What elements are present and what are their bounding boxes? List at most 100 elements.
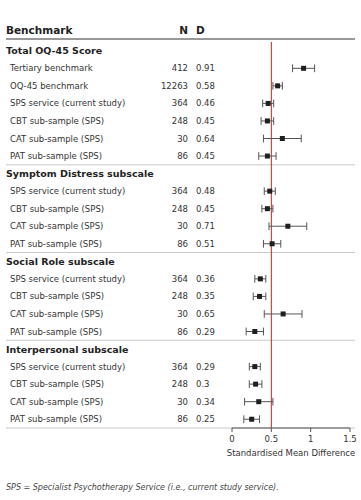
error-bar (259, 152, 276, 160)
x-axis-label: Standardised Mean Difference (227, 448, 355, 458)
section-label: Interpersonal subscale (6, 344, 128, 355)
row-label: CAT sub-sample (SPS) (10, 221, 103, 231)
d-value: 0.48 (196, 186, 215, 196)
row-label: SPS service (current study) (10, 98, 125, 108)
d-value: 0.29 (196, 362, 215, 372)
row-label: PAT sub-sample (SPS) (10, 239, 102, 249)
error-bar (249, 380, 262, 388)
ci-cap (263, 328, 264, 336)
x-tick-label: 0 (229, 434, 234, 444)
row-label: CBT sub-sample (SPS) (10, 116, 104, 126)
row-label: PAT sub-sample (SPS) (10, 151, 102, 161)
header-rule (6, 39, 355, 40)
ci-cap (263, 135, 264, 143)
ci-cap (264, 187, 265, 195)
d-value: 0.65 (196, 309, 215, 319)
error-bar (255, 275, 266, 283)
ci-cap (264, 310, 265, 318)
ci-cap (244, 398, 245, 406)
d-value: 0.45 (196, 151, 215, 161)
ci-cap (302, 310, 303, 318)
point-estimate (265, 206, 270, 211)
ci-cap (292, 64, 293, 72)
n-value: 248 (172, 116, 188, 126)
ci-cap (260, 363, 261, 371)
ci-cap (265, 275, 266, 283)
ci-cap (253, 293, 254, 301)
n-value: 364 (172, 186, 188, 196)
x-tick (310, 428, 311, 432)
error-bar (264, 187, 275, 195)
n-value: 364 (172, 362, 188, 372)
ci-cap (272, 82, 273, 90)
d-value: 0.45 (196, 116, 215, 126)
point-estimate (275, 83, 280, 88)
row-label: PAT sub-sample (SPS) (10, 327, 102, 337)
row-label: CBT sub-sample (SPS) (10, 204, 104, 214)
ci-cap (272, 398, 273, 406)
n-value: 412 (172, 63, 188, 73)
column-header: Benchmark (6, 24, 74, 36)
ci-cap (249, 363, 250, 371)
point-estimate (265, 118, 270, 123)
ci-cap (261, 205, 262, 213)
d-value: 0.71 (196, 221, 215, 231)
d-value: 0.91 (196, 63, 215, 73)
row-label: SPS service (current study) (10, 186, 125, 196)
point-estimate (267, 189, 272, 194)
d-value: 0.36 (196, 274, 215, 284)
ci-cap (282, 82, 283, 90)
ci-cap (276, 152, 277, 160)
error-bar (262, 205, 273, 213)
row-label: SPS service (current study) (10, 362, 125, 372)
footnote: SPS = Specialist Psychotherapy Service (… (6, 483, 279, 492)
error-bar (263, 240, 280, 248)
point-estimate (301, 66, 306, 71)
ci-cap (280, 240, 281, 248)
row-label: PAT sub-sample (SPS) (10, 414, 102, 424)
row-label: CBT sub-sample (SPS) (10, 291, 104, 301)
ci-cap (268, 222, 269, 230)
error-bar (273, 82, 282, 90)
section-rule (6, 340, 355, 341)
point-estimate (249, 417, 254, 422)
x-axis-line (232, 428, 350, 429)
ci-cap (246, 328, 247, 336)
point-estimate (266, 101, 271, 106)
forest-plot: BenchmarkNDTotal OQ-45 ScoreTertiary ben… (0, 0, 361, 500)
d-value: 0.3 (196, 379, 210, 389)
column-header: D (196, 24, 205, 36)
x-tick (350, 428, 351, 432)
ci-cap (259, 415, 260, 423)
section-rule (6, 164, 355, 165)
d-value: 0.25 (196, 414, 215, 424)
ci-cap (314, 64, 315, 72)
x-tick (232, 428, 233, 432)
error-bar (253, 293, 266, 301)
row-label: CAT sub-sample (SPS) (10, 134, 103, 144)
section-label: Symptom Distress subscale (6, 168, 154, 179)
row-label: CAT sub-sample (SPS) (10, 397, 103, 407)
error-bar (263, 100, 274, 108)
column-header: N (179, 24, 188, 36)
point-estimate (258, 276, 263, 281)
plot-area (244, 42, 315, 428)
ci-cap (273, 117, 274, 125)
ci-cap (263, 240, 264, 248)
n-value: 30 (177, 221, 188, 231)
ci-cap (272, 205, 273, 213)
d-value: 0.34 (196, 397, 215, 407)
x-tick-label: 1 (308, 434, 313, 444)
n-value: 86 (177, 239, 188, 249)
error-bar (269, 222, 307, 230)
row-label: OQ-45 benchmark (10, 81, 88, 91)
reference-line (271, 42, 272, 428)
point-estimate (265, 154, 270, 159)
error-bar (293, 64, 315, 72)
ci-cap (258, 152, 259, 160)
ci-cap (273, 100, 274, 108)
n-value: 364 (172, 274, 188, 284)
ci-cap (261, 380, 262, 388)
row-label: CAT sub-sample (SPS) (10, 309, 103, 319)
error-bar (249, 363, 260, 371)
